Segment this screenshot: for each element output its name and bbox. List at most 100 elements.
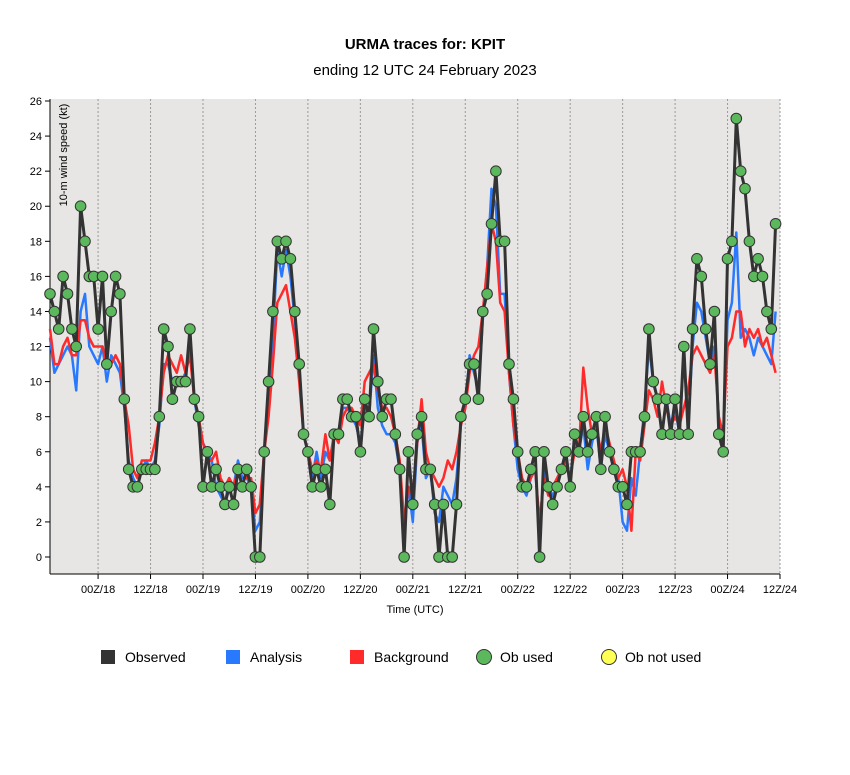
ob-used-point (393, 463, 406, 476)
ob-used-point (603, 446, 616, 458)
ob-used-point (114, 288, 126, 300)
ob-used-point (485, 218, 498, 230)
ob-used-point (599, 410, 611, 423)
ob-used-point (358, 393, 371, 406)
legend-label-analysis: Analysis (250, 649, 302, 665)
y-tick-label: 2 (36, 517, 42, 529)
ob-used-point (468, 358, 480, 370)
ob-used-point (678, 340, 690, 353)
ob-used-point (769, 218, 782, 230)
ob-used-point (367, 323, 380, 335)
x-tick-label: 12Z/24 (763, 584, 797, 596)
ob-used-point (227, 498, 240, 511)
ob-used-point (634, 446, 646, 458)
ob-used-point (490, 165, 502, 177)
ob-used-point (131, 481, 144, 493)
ob-used-point (389, 428, 402, 441)
ob-used-point (332, 428, 345, 441)
ob-used-point (48, 305, 61, 318)
ob-used-point (743, 235, 756, 248)
ob-used-point (498, 235, 511, 248)
ob-used-point (525, 463, 537, 476)
axes: 00Z/18 12Z/18 00Z/19 12Z/19 00Z/20 12Z/20 00Z/… (30, 96, 797, 596)
ob-used-point (319, 463, 332, 476)
x-tick-label: 00Z/18 (81, 584, 115, 596)
ob-used-point (717, 446, 730, 458)
x-tick-label: 12Z/18 (133, 584, 167, 596)
ob-used-point (643, 323, 655, 335)
ob-used-point (57, 270, 69, 283)
ob-used-point (122, 463, 135, 476)
ob-used-point (699, 323, 712, 335)
ob-used-point (734, 165, 747, 177)
ob-used-point (472, 393, 485, 406)
legend-swatch-background (350, 650, 364, 664)
legend-swatch-analysis (226, 650, 240, 664)
ob-used-point (411, 428, 424, 441)
ob-used-point (595, 463, 607, 476)
ob-used-point (682, 428, 695, 441)
ob-used-point (621, 498, 633, 511)
ob-used-point (546, 498, 559, 511)
ob-used-point (302, 446, 314, 458)
x-tick-label: 00Z/19 (186, 584, 220, 596)
vertical-grid (97, 99, 781, 574)
x-tick-label: 00Z/23 (606, 584, 640, 596)
y-tick-label: 6 (36, 447, 42, 459)
ob-used-point (756, 270, 769, 283)
ob-used-point (459, 393, 472, 406)
ob-used-point (201, 446, 214, 458)
ob-used-point (210, 463, 222, 476)
ob-used-point (324, 498, 336, 511)
ob-used-point (713, 428, 725, 441)
legend-label-background: Background (374, 649, 449, 665)
ob-used-point (184, 323, 196, 335)
x-tick-label: 00Z/20 (291, 584, 325, 596)
ob-used-point (608, 463, 620, 476)
ob-used-point (398, 551, 410, 563)
y-tick-label: 22 (30, 166, 42, 178)
ob-used-point (704, 358, 716, 370)
ob-used-point (61, 288, 74, 300)
ob-used-point (721, 252, 734, 265)
ob-used-point (568, 428, 581, 441)
ob-used-point (253, 551, 266, 563)
x-tick-label: 12Z/21 (448, 584, 482, 596)
ob-used-point (511, 446, 524, 458)
ob-used-point (686, 323, 699, 335)
ob-used-point (179, 375, 192, 388)
x-tick-label: 12Z/19 (238, 584, 272, 596)
ob-used-point (92, 323, 104, 335)
ob-used-point (262, 375, 275, 388)
y-tick-label: 20 (30, 201, 42, 213)
ob-used-point (101, 358, 113, 370)
ob-used-point (354, 446, 367, 458)
ob-used-point (560, 446, 572, 458)
ob-used-point (503, 358, 515, 370)
ob-used-point (96, 270, 109, 283)
ob-used-point (691, 252, 703, 265)
ob-used-point (70, 340, 82, 353)
ob-used-point (267, 305, 279, 318)
observation-markers (44, 112, 782, 563)
ob-used-point (538, 446, 550, 458)
ob-used-point (761, 305, 773, 318)
ob-used-point (437, 498, 450, 511)
ob-used-point (188, 393, 201, 406)
x-tick-label: 12Z/22 (553, 584, 587, 596)
ob-used-point (455, 410, 467, 423)
ob-used-point (708, 305, 721, 318)
ob-used-point (616, 481, 629, 493)
ob-used-point (450, 498, 463, 511)
x-tick-label: 12Z/23 (658, 584, 692, 596)
x-tick-label: 00Z/22 (501, 584, 535, 596)
ob-used-point (477, 305, 489, 318)
ob-used-point (726, 235, 738, 248)
y-tick-label: 4 (36, 482, 42, 494)
ob-used-point (533, 551, 546, 563)
x-tick-label: 00Z/24 (710, 584, 744, 596)
ob-used-point (647, 375, 660, 388)
y-tick-label: 24 (30, 131, 42, 143)
y-tick-label: 10 (30, 377, 42, 389)
